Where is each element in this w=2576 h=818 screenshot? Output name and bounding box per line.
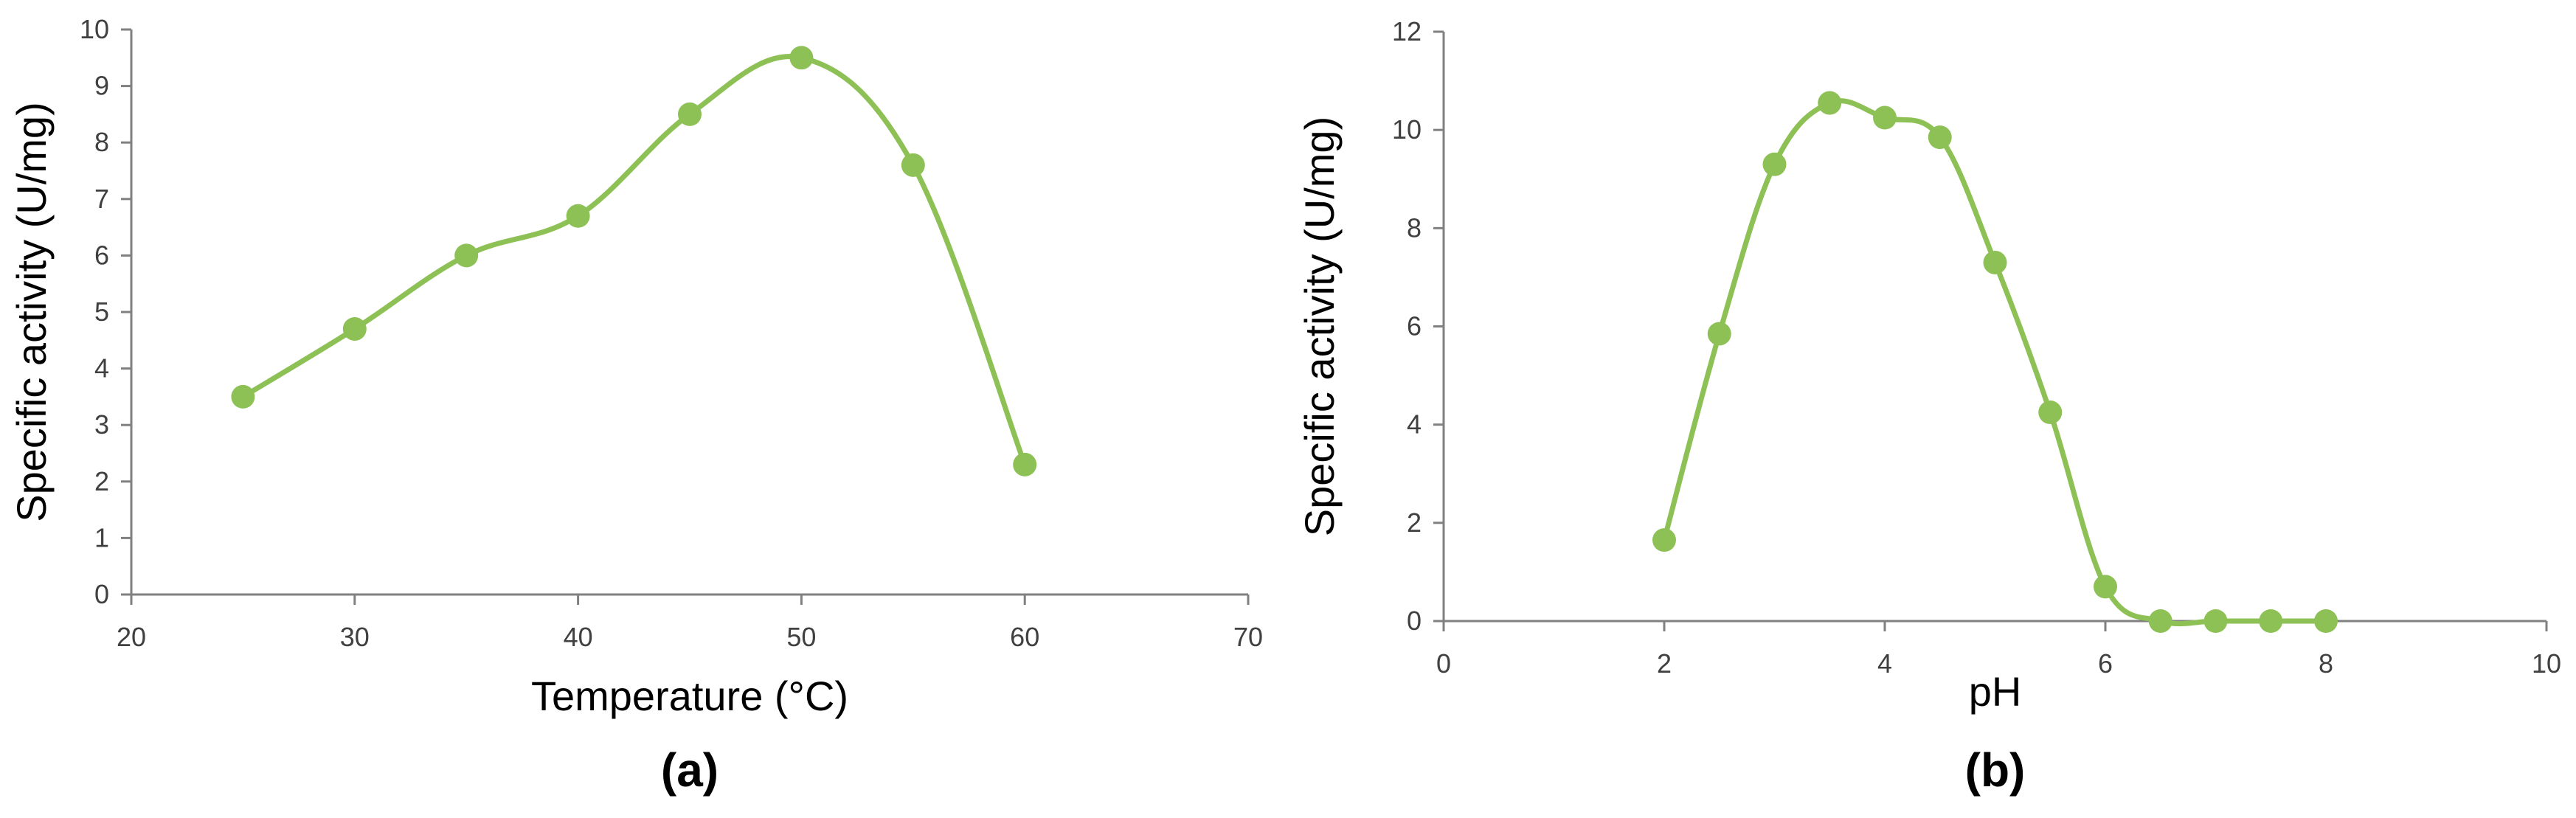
chart-a-y-tick-label: 7 [94, 184, 109, 214]
chart-a-y-tick-label: 4 [94, 353, 109, 384]
chart-a-y-tick-label: 1 [94, 522, 109, 552]
chart-b-y-tick-label: 10 [1392, 114, 1422, 145]
chart-b-x-tick-label: 6 [2098, 648, 2113, 679]
chart-b-y-tick-label: 6 [1407, 311, 1422, 342]
chart-b-data-point [1818, 91, 1842, 115]
chart-b-x-tick-label: 4 [1877, 648, 1892, 679]
chart-a-data-point [342, 316, 367, 341]
chart-a-data-point [231, 384, 255, 409]
chart-a-y-axis-title: Specific activity (U/mg) [8, 102, 55, 521]
chart-a-x-tick-label: 40 [564, 622, 593, 652]
chart-b-x-tick-label: 2 [1657, 648, 1672, 679]
chart-a-data-point [454, 243, 479, 268]
chart-b-data-point [2259, 609, 2283, 633]
chart-a-data-point [566, 204, 590, 228]
chart-b: 0 2 4 6 8 10 12 0 2 4 6 8 10 Specific activity (U/mg)… [1296, 16, 2561, 797]
chart-b-data-point [2203, 609, 2228, 633]
chart-a-y-tick-label: 6 [94, 240, 109, 270]
chart-a-x-tick-label: 20 [117, 622, 146, 652]
chart-b-x-tick-label: 10 [2532, 648, 2561, 679]
chart-b-data-point [1652, 528, 1676, 552]
chart-a-y-tick-label: 5 [94, 297, 109, 327]
chart-a-y-tick-label: 0 [94, 579, 109, 609]
chart-a: 0 1 2 3 4 5 6 7 8 9 10 20 30 40 50 60 70 Specific activit… [8, 14, 1263, 797]
chart-b-data-point [1873, 105, 1897, 130]
chart-b-x-axis-title: pH [1969, 668, 2022, 715]
chart-b-y-tick-label: 0 [1407, 606, 1422, 636]
chart-b-x-tick-label: 8 [2319, 648, 2333, 679]
chart-b-data-point [2094, 575, 2117, 599]
chart-a-y-tick-label: 3 [94, 409, 109, 440]
chart-b-panel-label: (b) [1965, 744, 2026, 797]
chart-a-y-tick-label: 2 [94, 466, 109, 496]
chart-a-x-tick-label: 50 [786, 622, 816, 652]
chart-b-data-point [2148, 609, 2172, 633]
chart-b-data-point [1707, 322, 1731, 346]
chart-a-x-axis-title: Temperature (°C) [531, 673, 848, 719]
chart-b-y-tick-label: 2 [1407, 507, 1422, 538]
chart-b-y-tick-label: 8 [1407, 212, 1422, 243]
chart-a-x-tick-label: 30 [340, 622, 370, 652]
chart-b-data-point [1762, 152, 1787, 176]
chart-b-series-line [1661, 98, 2329, 627]
chart-a-panel-label: (a) [661, 744, 719, 797]
chart-a-x-tick-label: 60 [1010, 622, 1039, 652]
chart-b-data-point [1983, 250, 2007, 274]
chart-a-data-point [789, 46, 814, 70]
chart-b-data-point [2038, 401, 2063, 425]
chart-b-y-tick-label: 12 [1392, 16, 1422, 46]
chart-b-data-point [1928, 125, 1952, 150]
chart-a-data-point [678, 102, 702, 126]
chart-b-x-tick-label: 0 [1436, 648, 1451, 679]
chart-a-y-tick-label: 10 [80, 14, 109, 44]
chart-a-y-tick-label: 8 [94, 127, 109, 157]
chart-a-series-line [240, 54, 1028, 468]
chart-b-data-point [2314, 609, 2338, 633]
chart-b-y-tick-label: 4 [1407, 409, 1422, 440]
chart-b-y-axis-title: Specific activity (U/mg) [1296, 117, 1343, 536]
chart-a-data-point [1013, 452, 1037, 476]
chart-a-x-tick-label: 70 [1233, 622, 1263, 652]
chart-a-data-point [901, 153, 925, 177]
chart-a-y-tick-label: 9 [94, 71, 109, 101]
